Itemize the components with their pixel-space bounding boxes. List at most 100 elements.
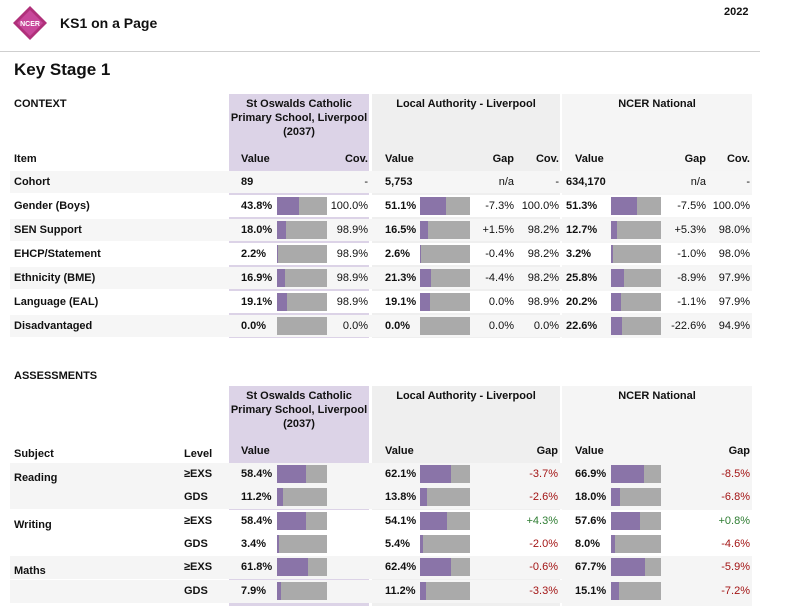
national-bar (611, 245, 661, 263)
app-title: KS1 on a Page (60, 15, 158, 31)
la-value: 5,753 (385, 176, 413, 188)
school-bar (277, 197, 327, 215)
national-value: 15.1% (575, 585, 607, 597)
context-item-label: Gender (Boys) (14, 200, 90, 212)
national-value: 18.0% (575, 491, 607, 503)
table-row (10, 171, 752, 193)
la-value: 13.8% (385, 491, 417, 503)
context-item-label: EHCP/Statement (14, 248, 101, 260)
national-coverage: 100.0% (712, 200, 750, 212)
school-value: 18.0% (241, 224, 273, 236)
context-school-header: St Oswalds Catholic Primary School, Live… (230, 98, 368, 138)
national-gap: -6.8% (721, 491, 750, 503)
context-item-header: Item (14, 153, 37, 165)
national-bar (611, 269, 661, 287)
table-row (10, 486, 752, 509)
la-gap: -7.3% (485, 200, 514, 212)
la-value: 62.1% (385, 468, 417, 480)
la-bar (420, 582, 470, 600)
school-value: 0.0% (241, 320, 267, 332)
school-coverage: 98.9% (336, 272, 368, 284)
school-bar (277, 465, 327, 483)
table-row (10, 195, 752, 217)
la-coverage: 98.2% (527, 272, 559, 284)
context-item-label: SEN Support (14, 224, 82, 236)
school-value: 89 (241, 176, 254, 188)
assess-la-gap-header: Gap (536, 445, 558, 457)
la-bar (420, 488, 470, 506)
la-bar (420, 293, 470, 311)
school-value: 43.8% (241, 200, 273, 212)
la-bar (420, 535, 470, 553)
national-coverage: 97.9% (718, 296, 750, 308)
la-gap: -0.6% (529, 561, 558, 573)
school-bar (277, 245, 327, 263)
national-gap: -5.9% (721, 561, 750, 573)
school-value: 58.4% (241, 468, 273, 480)
la-gap: -4.4% (485, 272, 514, 284)
assess-national-header: NCER National (618, 390, 696, 402)
national-gap: -22.6% (671, 320, 706, 332)
national-coverage: - (746, 176, 750, 188)
la-bar (420, 245, 470, 263)
table-row (10, 243, 752, 265)
level-label: ≥EXS (184, 515, 213, 527)
context-nat-gap-header: Gap (684, 153, 706, 165)
assess-level-header: Level (184, 448, 213, 460)
national-bar (611, 465, 661, 483)
context-school-value-header: Value (241, 153, 270, 165)
school-bar (277, 269, 327, 287)
la-value: 51.1% (385, 200, 417, 212)
school-coverage: 98.9% (336, 296, 368, 308)
la-bar (420, 269, 470, 287)
national-gap: -7.5% (677, 200, 706, 212)
subject-label: Maths (14, 565, 46, 577)
la-value: 2.6% (385, 248, 411, 260)
la-gap: -3.7% (529, 468, 558, 480)
context-item-label: Language (EAL) (14, 296, 99, 308)
national-bar (611, 197, 661, 215)
assess-la-header: Local Authority - Liverpool (396, 390, 536, 402)
la-gap: -2.6% (529, 491, 558, 503)
national-coverage: 94.9% (718, 320, 750, 332)
la-value: 5.4% (385, 538, 411, 550)
school-bar (277, 317, 327, 335)
school-coverage: 100.0% (330, 200, 368, 212)
national-value: 25.8% (566, 272, 598, 284)
school-bar (277, 221, 327, 239)
school-value: 11.2% (241, 491, 272, 503)
national-value: 20.2% (566, 296, 598, 308)
school-value: 58.4% (241, 515, 273, 527)
national-value: 57.6% (575, 515, 607, 527)
school-bar (277, 558, 327, 576)
national-gap: -8.5% (721, 468, 750, 480)
context-la-gap-header: Gap (492, 153, 514, 165)
table-row (10, 315, 752, 337)
national-gap: -7.2% (721, 585, 750, 597)
school-coverage: 0.0% (342, 320, 368, 332)
national-bar (611, 221, 661, 239)
report-year: 2022 (724, 6, 749, 18)
school-value: 61.8% (241, 561, 273, 573)
national-gap: n/a (690, 176, 706, 188)
context-la-value-header: Value (385, 153, 414, 165)
national-bar (611, 582, 661, 600)
national-gap: -4.6% (721, 538, 750, 550)
ncer-logo: NCER (13, 6, 47, 40)
la-gap: 0.0% (488, 296, 514, 308)
subject-label: Writing (14, 519, 52, 531)
level-label: GDS (184, 585, 208, 597)
table-row (10, 267, 752, 289)
la-gap: -2.0% (529, 538, 558, 550)
level-label: ≥EXS (184, 468, 213, 480)
assess-nat-gap-header: Gap (728, 445, 750, 457)
school-value: 19.1% (241, 296, 273, 308)
school-value: 2.2% (241, 248, 267, 260)
la-bar (420, 465, 470, 483)
school-value: 16.9% (241, 272, 273, 284)
assess-subject-header: Subject (14, 448, 54, 460)
school-bar (277, 293, 327, 311)
la-value: 54.1% (385, 515, 417, 527)
la-bar (420, 558, 470, 576)
level-label: ≥EXS (184, 561, 213, 573)
